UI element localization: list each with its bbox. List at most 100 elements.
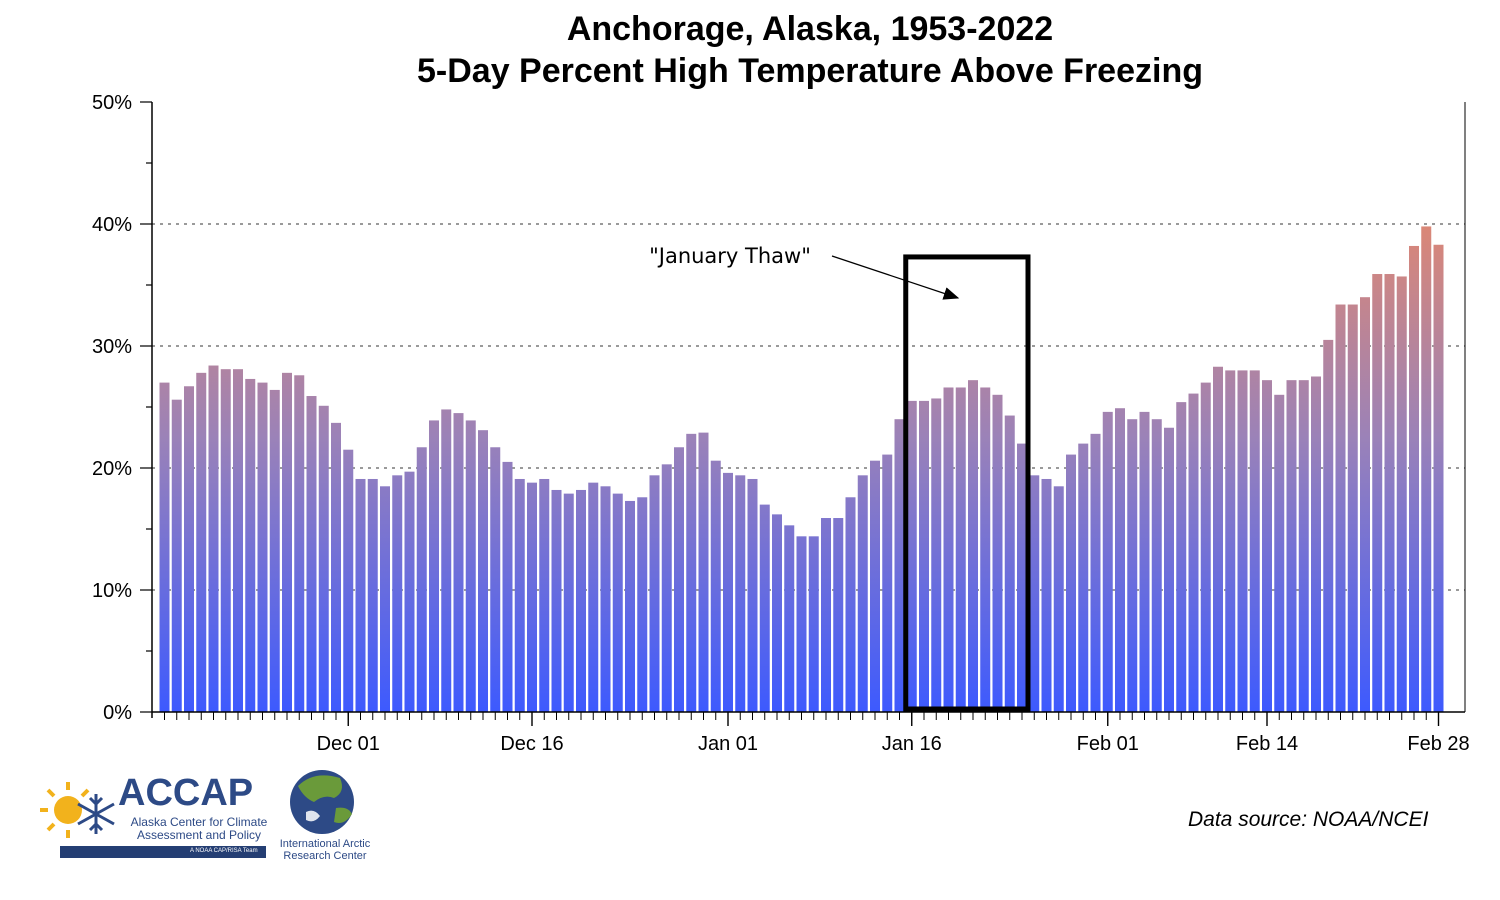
bar — [833, 518, 844, 712]
bar — [1041, 478, 1052, 712]
bar — [1127, 419, 1138, 712]
accap-wordmark: ACCAP — [118, 772, 254, 814]
bar — [980, 387, 991, 712]
bar — [514, 478, 525, 712]
bar — [698, 432, 709, 712]
bar — [392, 475, 403, 712]
bar — [870, 460, 880, 712]
bar — [245, 378, 256, 712]
x-tick-label: Dec 16 — [500, 733, 563, 755]
bar — [588, 482, 599, 712]
bar — [661, 464, 672, 712]
bar — [968, 380, 978, 712]
bar — [404, 471, 415, 712]
bar — [184, 386, 194, 712]
x-tick-label: Jan 16 — [882, 733, 942, 755]
chart-subtitle: 5-Day Percent High Temperature Above Fre… — [417, 52, 1203, 90]
bar — [1176, 402, 1187, 712]
bar — [992, 394, 1003, 712]
y-tick-label: 50% — [92, 92, 132, 114]
bar — [465, 420, 476, 712]
bar — [1262, 380, 1272, 712]
bar — [625, 500, 635, 712]
january-thaw-box — [903, 254, 1031, 712]
bar — [1188, 393, 1199, 712]
bar — [1139, 411, 1150, 712]
bar — [1066, 454, 1076, 712]
bar — [759, 504, 770, 712]
bar — [1396, 276, 1407, 712]
x-tick-label: Feb 01 — [1077, 733, 1139, 755]
bar — [355, 478, 366, 712]
bar — [772, 514, 782, 712]
bar — [1360, 297, 1370, 712]
bar — [294, 375, 305, 712]
x-tick-label: Jan 01 — [698, 733, 758, 755]
accap-bar — [60, 846, 266, 858]
bar — [343, 449, 354, 712]
bar — [1151, 419, 1162, 712]
bar — [919, 400, 929, 712]
bar — [159, 382, 170, 712]
bar — [1115, 408, 1125, 712]
bars — [159, 226, 1444, 713]
bar — [269, 389, 280, 712]
iarc-logo: International Arctic Research Center — [270, 768, 390, 868]
bar — [845, 497, 856, 712]
x-tick-label: Dec 01 — [317, 733, 380, 755]
bar — [857, 475, 868, 712]
bar — [600, 486, 611, 712]
bar — [257, 382, 268, 712]
data-source-note: Data source: NOAA/NCEI — [1188, 808, 1429, 831]
y-tick-label: 0% — [103, 702, 132, 724]
bar — [1200, 382, 1211, 712]
bar — [747, 478, 758, 712]
accap-team-label: A NOAA CAP/RISA Team — [190, 848, 258, 854]
bar — [208, 365, 219, 712]
bar — [380, 486, 390, 712]
bar — [1384, 274, 1395, 712]
bar — [1286, 380, 1297, 712]
bar — [331, 422, 341, 712]
bar — [527, 482, 537, 712]
annotation-layer: "January Thaw" — [649, 244, 1031, 712]
bar — [686, 433, 697, 712]
bar — [821, 518, 831, 712]
bar — [502, 461, 513, 712]
bar — [1298, 380, 1309, 712]
bar — [1237, 370, 1248, 712]
bar — [612, 493, 623, 712]
bar — [1311, 376, 1321, 712]
bar — [1004, 415, 1015, 712]
bar — [674, 447, 684, 712]
bar — [1409, 245, 1419, 712]
globe-icon — [290, 770, 354, 834]
bar — [1249, 370, 1260, 712]
x-tick-label: Feb 14 — [1236, 733, 1298, 755]
bar — [1225, 370, 1236, 712]
bar — [1029, 475, 1040, 712]
annotation-label: "January Thaw" — [649, 244, 811, 268]
bar — [931, 398, 942, 712]
bar — [563, 493, 574, 712]
bar — [220, 369, 231, 712]
bar — [1102, 411, 1113, 712]
bar — [576, 489, 586, 712]
bar — [894, 419, 905, 712]
bar — [710, 460, 721, 712]
bar — [943, 387, 954, 712]
bar — [551, 489, 562, 712]
bar — [882, 454, 893, 712]
bar — [441, 409, 452, 712]
bar — [1274, 394, 1285, 712]
bar — [1164, 427, 1174, 712]
bar — [490, 447, 501, 712]
axes: 0% 10% 20% 30% 40% 50% Dec 01 Dec 16 Jan 01 Jan 1… — [92, 92, 1470, 755]
accap-logo: ACCAP Alaska Center for Climate Assessme… — [40, 770, 280, 860]
bar — [906, 400, 917, 712]
bar — [367, 478, 378, 712]
accap-subtitle: Alaska Center for Climate Assessment and… — [130, 815, 268, 842]
x-tick-label: Feb 28 — [1407, 733, 1469, 755]
bar — [539, 478, 550, 712]
